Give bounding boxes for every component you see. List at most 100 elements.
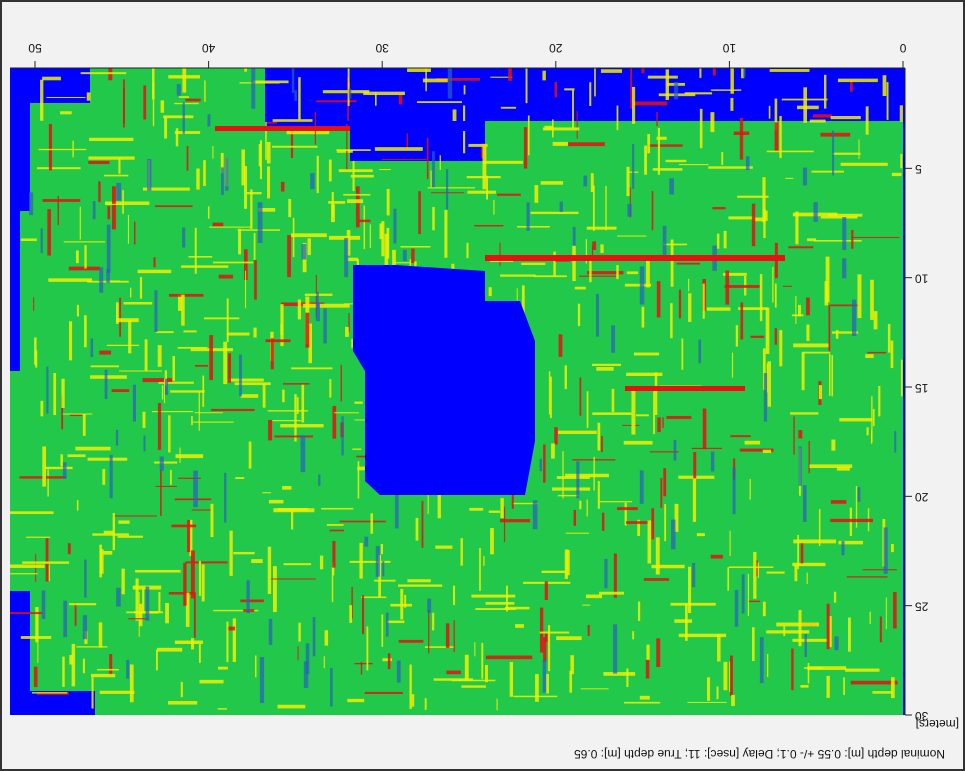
texture-streak [123,88,125,128]
texture-streak [753,552,756,599]
texture-streak [600,244,603,253]
texture-streak [497,194,521,196]
texture-streak [800,685,808,688]
texture-streak [273,119,313,122]
texture-streak [374,580,395,582]
texture-streak [596,367,613,371]
texture-streak [84,315,87,347]
texture-streak [776,623,819,627]
texture-streak [182,228,185,248]
texture-streak [89,156,135,159]
texture-streak [486,176,488,200]
texture-streak [501,107,516,109]
texture-streak [592,364,621,366]
texture-streak [444,210,447,258]
texture-streak [152,66,155,99]
texture-streak [526,66,528,103]
texture-streak [688,293,691,322]
texture-streak [782,99,828,101]
x-tick-label: 50 [28,41,42,55]
texture-streak [648,144,683,146]
texture-streak [221,167,224,194]
texture-streak [99,267,103,292]
texture-streak [301,244,306,260]
texture-streak [124,302,153,305]
texture-streak [107,345,139,346]
texture-streak [576,461,579,498]
texture-streak [723,662,727,690]
texture-streak [657,137,667,140]
texture-streak [681,339,683,370]
texture-streak [181,295,185,326]
texture-streak [577,111,578,139]
texture-streak [461,685,486,687]
texture-streak [161,100,164,112]
texture-streak [572,90,574,128]
texture-streak [298,646,299,660]
texture-streak [165,603,169,623]
texture-streak [339,169,373,172]
texture-streak [640,470,644,503]
texture-streak [329,160,332,182]
texture-streak [291,367,332,369]
texture-streak [156,650,158,671]
texture-streak [298,77,300,119]
texture-streak [358,220,370,222]
texture-streak [552,119,554,137]
texture-streak [453,586,455,605]
texture-streak [366,626,368,670]
texture-streak [550,377,552,419]
texture-streak [75,447,110,451]
texture-streak [891,544,894,552]
texture-streak [388,653,391,669]
texture-streak [688,567,691,613]
y-tick-label: 15 [915,381,929,395]
linear-feature [625,386,745,391]
texture-streak [842,258,846,278]
texture-streak [267,142,271,163]
texture-streak [640,266,645,304]
texture-streak [171,525,196,528]
texture-streak [386,613,389,637]
texture-streak [253,328,256,338]
texture-streak [857,274,861,318]
texture-streak [745,441,760,445]
texture-streak [554,427,557,444]
texture-streak [814,240,862,242]
texture-streak [841,163,888,166]
texture-streak [845,669,879,672]
texture-streak [830,519,873,522]
texture-streak [717,687,719,700]
texture-streak [858,487,861,502]
texture-streak [83,414,86,436]
texture-streak [820,133,850,137]
texture-streak [794,565,797,581]
texture-streak [325,630,329,645]
texture-streak [262,492,271,493]
texture-streak [586,595,602,599]
texture-streak [238,229,241,255]
texture-streak [138,270,172,273]
texture-streak [871,430,872,444]
texture-streak [553,142,568,146]
texture-streak [549,371,550,414]
texture-streak [97,669,119,671]
texture-streak [254,233,256,260]
texture-streak [562,451,563,498]
texture-streak [155,205,193,207]
texture-streak [247,192,262,194]
texture-streak [831,500,846,504]
texture-streak [427,599,431,613]
texture-streak [892,173,902,176]
texture-streak [617,106,619,131]
texture-streak [798,305,801,316]
y-tick-label: 30 [915,709,929,723]
texture-streak [461,538,463,565]
texture-streak [740,303,743,340]
texture-streak [29,192,33,215]
texture-streak [416,518,419,541]
texture-streak [742,574,745,613]
texture-streak [106,204,124,205]
texture-streak [99,622,103,647]
texture-streak [838,79,878,82]
